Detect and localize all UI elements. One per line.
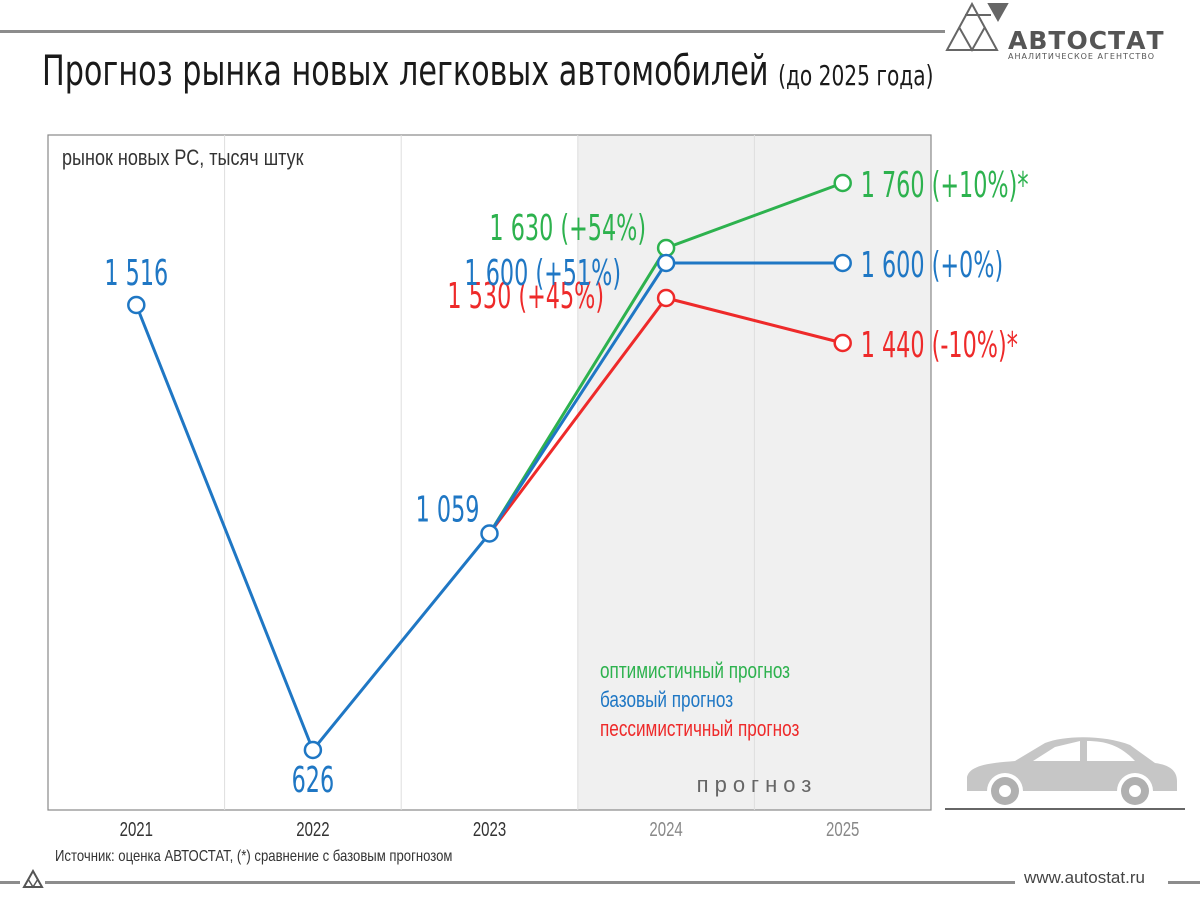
data-point-0-4: [833, 253, 852, 273]
x-tick-label-2025: 2025: [826, 818, 859, 841]
data-point-0-2: [480, 524, 499, 543]
website-link[interactable]: www.autostat.ru: [1024, 868, 1145, 887]
legend-entry-2: пессимистичный прогноз: [600, 717, 799, 742]
data-point-2-3: [656, 288, 676, 308]
plot-frame: [47, 134, 932, 811]
data-label-1-3: 1 630 (+54%): [489, 208, 646, 250]
autostat-small-logo-icon: [22, 869, 44, 889]
data-label-0-0: 1 516: [104, 253, 168, 295]
data-point-0-1: [303, 740, 323, 760]
data-label-0-4: 1 600 (+0%): [861, 245, 1003, 287]
data-label-2-3: 1 530 (+45%): [447, 276, 604, 318]
data-label-1-4: 1 760 (+10%)*: [861, 165, 1029, 207]
logo-tagline: АНАЛИТИЧЕСКОЕ АГЕНТСТВО: [1008, 52, 1156, 61]
legend-entry-0: оптимистичный прогноз: [600, 659, 790, 684]
data-point-1-3: [656, 238, 676, 258]
logo-name: АВТОСТАТ: [1008, 26, 1165, 55]
data-point-2-4: [833, 333, 852, 353]
data-point-0-3: [656, 253, 676, 273]
legend-entry-1: базовый прогноз: [600, 688, 733, 713]
data-point-1-4: [833, 173, 852, 193]
title-subtitle: (до 2025 года): [778, 59, 934, 92]
x-tick-label-2023: 2023: [473, 818, 506, 841]
y-axis-label: рынок новых РС, тысяч штук: [62, 146, 304, 170]
title-main: Прогноз рынка новых легковых автомобилей: [42, 46, 769, 95]
bottom-rule-start: [0, 881, 20, 884]
forecast-label: прогноз: [697, 772, 818, 797]
page-title: Прогноз рынка новых легковых автомобилей…: [42, 46, 933, 95]
bottom-rule-end: [1168, 881, 1200, 884]
source-note: Источник: оценка АВТОСТАТ, (*) сравнение…: [55, 848, 453, 865]
data-label-0-3: 1 600 (+51%): [464, 253, 621, 295]
x-tick-label-2024: 2024: [649, 818, 682, 841]
autostat-logo: [945, 2, 1009, 53]
x-tick-label-2022: 2022: [296, 818, 329, 841]
autostat-triangle-logo-icon: [945, 2, 1009, 53]
top-rule: [0, 30, 945, 33]
car-silhouette-icon: [945, 737, 1185, 810]
data-label-0-1: 626: [292, 760, 335, 802]
bottom-rule: [45, 881, 1015, 884]
data-label-0-2: 1 059: [416, 489, 480, 531]
data-label-2-4: 1 440 (-10%)*: [861, 325, 1018, 367]
data-point-0-0: [127, 295, 146, 315]
x-tick-label-2021: 2021: [120, 818, 153, 841]
